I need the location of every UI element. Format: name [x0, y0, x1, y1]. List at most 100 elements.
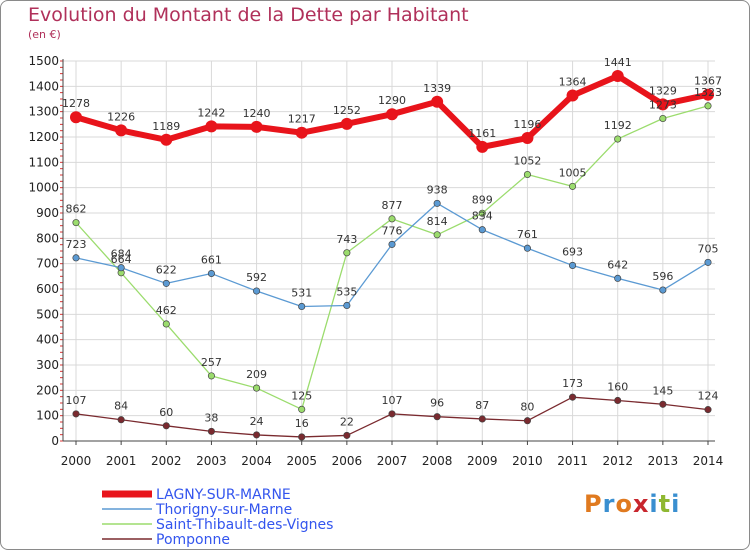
data-label: 96 [430, 397, 444, 410]
legend-label: Thorigny-sur-Marne [155, 502, 292, 518]
data-label: 1252 [333, 104, 361, 117]
data-point [659, 400, 667, 408]
data-point [70, 111, 82, 124]
data-point [704, 406, 712, 414]
logo-letter: i [671, 490, 681, 518]
data-point [160, 133, 173, 146]
data-label: 22 [340, 415, 354, 428]
data-point [433, 413, 441, 421]
data-point [298, 302, 306, 311]
data-label: 107 [66, 394, 87, 407]
legend-label: LAGNY-SUR-MARNE [156, 487, 291, 503]
data-label: 173 [562, 377, 583, 390]
data-point [72, 410, 80, 418]
data-point [704, 102, 712, 110]
y-tick-label: 1200 [28, 130, 59, 144]
data-label: 462 [156, 304, 177, 317]
data-label: 743 [336, 233, 357, 246]
data-point [523, 170, 531, 179]
data-point [659, 114, 667, 123]
data-point [388, 215, 396, 223]
y-tick-label: 1100 [28, 155, 59, 169]
data-point [253, 431, 261, 439]
data-point [656, 98, 669, 111]
data-label: 877 [382, 199, 403, 212]
y-tick-label: 600 [36, 282, 59, 296]
logo-letter: t [658, 490, 672, 518]
data-point [298, 405, 306, 413]
data-point [659, 286, 667, 294]
data-label: 1161 [468, 127, 496, 140]
data-label: 1273 [649, 99, 677, 112]
data-label: 80 [520, 401, 534, 414]
data-label: 834 [472, 210, 493, 223]
data-label: 535 [336, 285, 357, 298]
data-point [162, 422, 170, 430]
data-label: 87 [475, 399, 489, 412]
data-label: 84 [114, 400, 128, 413]
data-point [388, 240, 396, 248]
data-label: 1217 [288, 113, 316, 126]
data-label: 1226 [107, 110, 135, 123]
y-tick-label: 0 [51, 434, 59, 448]
data-label: 24 [250, 415, 264, 428]
chart-title: Evolution du Montant de la Dette par Hab… [28, 4, 469, 26]
x-tick-label: 2003 [196, 454, 227, 468]
data-point [207, 372, 215, 380]
data-label: 1339 [423, 82, 451, 95]
x-tick-label: 2009 [467, 454, 498, 468]
y-tick-label: 1000 [28, 181, 59, 195]
data-point [478, 415, 486, 423]
y-tick-label: 800 [36, 231, 59, 245]
data-label: 209 [246, 368, 267, 381]
data-label: 723 [66, 238, 87, 251]
y-tick-label: 1300 [28, 105, 59, 119]
data-label: 661 [201, 254, 222, 267]
data-label: 761 [517, 228, 538, 241]
x-tick-label: 2000 [61, 454, 92, 468]
data-point [431, 95, 444, 108]
data-point [343, 301, 351, 310]
data-label: 124 [698, 390, 719, 403]
legend-label: Pomponne [156, 532, 230, 548]
logo-letter: o [615, 490, 633, 518]
y-tick-label: 1500 [28, 54, 59, 68]
data-point [117, 416, 125, 424]
data-point [614, 396, 622, 405]
data-point [433, 231, 441, 239]
data-label: 1441 [604, 56, 632, 69]
data-label: 1329 [649, 84, 677, 97]
logo-letter: P [584, 490, 603, 518]
data-point [343, 249, 351, 257]
data-point [569, 393, 577, 401]
data-label: 1052 [513, 154, 541, 167]
data-point [611, 69, 624, 82]
y-tick-label: 700 [36, 257, 59, 271]
data-point [343, 431, 351, 439]
data-label: 705 [698, 242, 719, 255]
y-tick-label: 1400 [28, 79, 59, 93]
data-point [569, 182, 577, 190]
data-label: 938 [427, 183, 448, 196]
x-tick-label: 2006 [332, 454, 363, 468]
data-point [476, 140, 489, 153]
data-label: 693 [562, 245, 583, 258]
data-point [253, 287, 261, 295]
data-point [162, 320, 170, 328]
data-label: 862 [66, 203, 87, 216]
legend-label: Saint-Thibault-des-Vignes [156, 517, 333, 533]
data-point [162, 279, 170, 287]
data-point [521, 132, 534, 145]
data-point [386, 108, 398, 121]
data-label: 16 [295, 417, 309, 430]
x-tick-label: 2008 [422, 454, 453, 468]
y-tick-label: 400 [36, 333, 59, 347]
y-tick-label: 500 [36, 307, 59, 321]
data-label: 622 [156, 263, 177, 276]
y-tick-label: 900 [36, 206, 59, 220]
data-point [614, 274, 622, 282]
plot-area [63, 61, 715, 441]
data-label: 125 [291, 389, 312, 402]
